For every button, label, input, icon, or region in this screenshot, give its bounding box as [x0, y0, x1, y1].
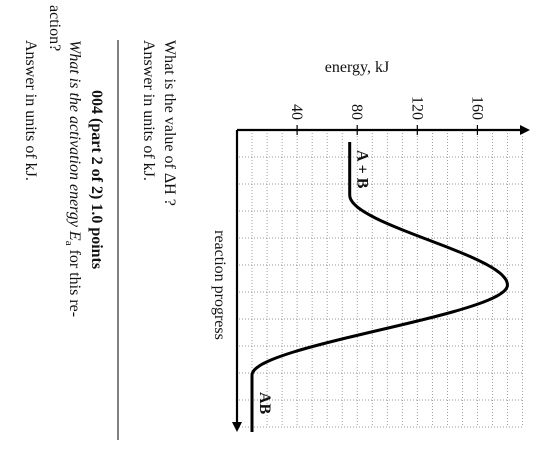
y-axis-label: energy, kJ [325, 59, 389, 76]
axis [235, 128, 526, 428]
question-header: 004 (part 2 of 2) 1.0 points [88, 90, 105, 269]
y-tick-label: 120 [408, 96, 425, 120]
question-text: Answer in units of kJ. [22, 40, 39, 181]
reactants-label: A + B [354, 150, 371, 189]
subscript: a [63, 241, 75, 246]
question-text: action? [46, 5, 63, 51]
question-text: What is the value of ΔH ? [161, 40, 178, 206]
y-tick-label: 160 [468, 96, 485, 120]
products-label: AB [256, 392, 273, 415]
question-text: Answer in units of kJ. [140, 40, 157, 181]
text: for this re- [66, 246, 83, 318]
text: What is the activation energy E [66, 40, 83, 241]
energy-curve [250, 142, 509, 432]
x-axis-label: reaction progress [211, 230, 228, 340]
y-tick-label: 80 [348, 104, 365, 120]
question-text: What is the activation energy Ea for thi… [63, 40, 83, 317]
arrow [232, 125, 530, 432]
y-tick-label: 40 [288, 104, 305, 120]
